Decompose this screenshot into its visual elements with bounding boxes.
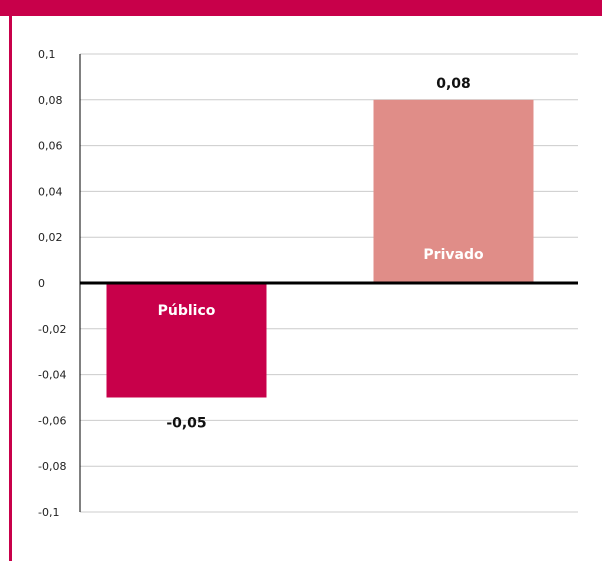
gridlines bbox=[80, 53, 578, 513]
value-label: 0,08 bbox=[436, 76, 471, 92]
y-tick-label: -0,1 bbox=[38, 506, 59, 519]
y-tick-label: 0,02 bbox=[38, 231, 63, 244]
left-accent-border bbox=[9, 16, 12, 561]
y-tick-label: 0,04 bbox=[38, 185, 63, 198]
y-tick-label: -0,02 bbox=[38, 323, 66, 336]
bar-labels: -0,05 Público 0,08 Privado bbox=[158, 76, 484, 432]
y-tick-label: -0,08 bbox=[38, 460, 66, 473]
bars bbox=[106, 99, 534, 398]
bar-privado bbox=[373, 99, 534, 283]
header-accent-bar bbox=[0, 0, 602, 16]
y-tick-label: 0,1 bbox=[38, 48, 56, 61]
category-label: Privado bbox=[423, 247, 484, 263]
y-tick-label: 0,08 bbox=[38, 94, 63, 107]
y-tick-label: 0 bbox=[38, 277, 45, 290]
y-axis-tick-labels: 0,1 0,08 0,06 0,04 0,02 0 -0,02 -0,04 -0,06 -0,08… bbox=[38, 48, 66, 519]
y-tick-label: -0,04 bbox=[38, 369, 66, 382]
y-tick-label: -0,06 bbox=[38, 414, 66, 427]
category-label: Público bbox=[158, 303, 216, 319]
value-label: -0,05 bbox=[166, 416, 206, 432]
y-tick-label: 0,06 bbox=[38, 140, 63, 153]
bar-publico bbox=[106, 283, 267, 398]
